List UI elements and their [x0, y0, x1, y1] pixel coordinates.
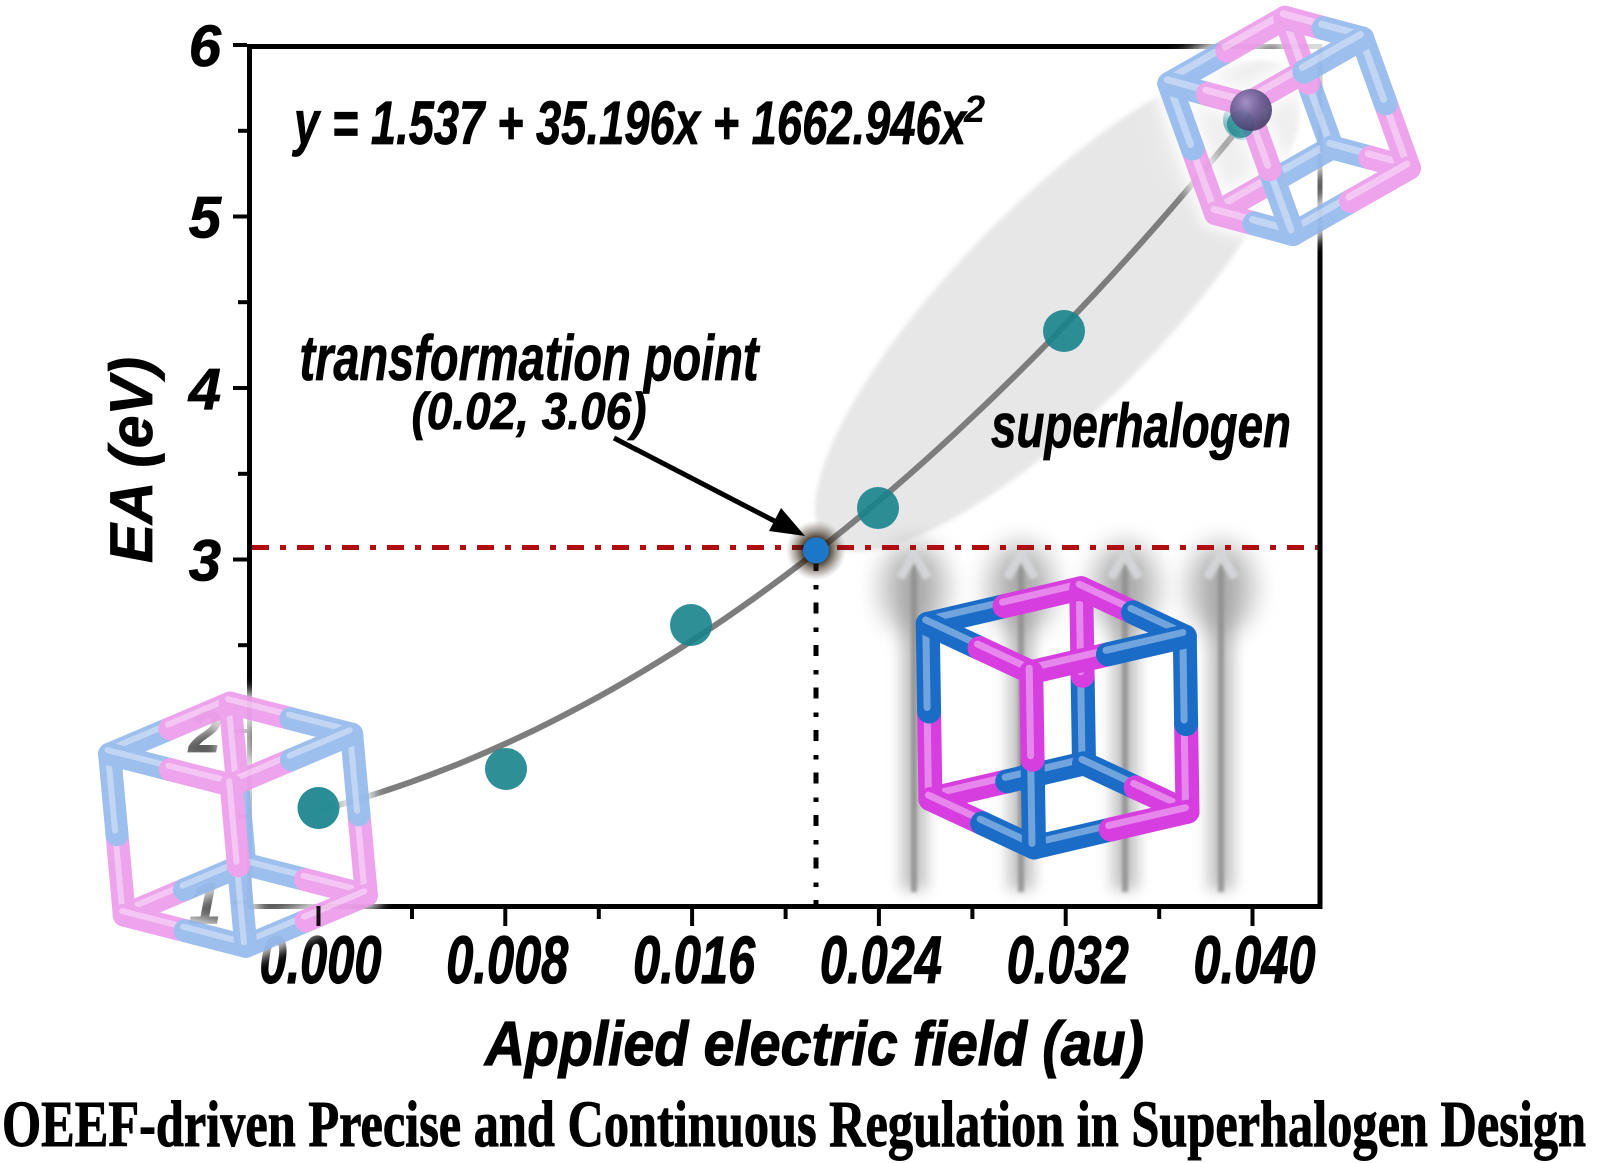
- svg-text:4: 4: [188, 357, 221, 422]
- svg-text:transformation point: transformation point: [300, 322, 761, 394]
- svg-text:(0.02, 3.06): (0.02, 3.06): [412, 383, 647, 441]
- svg-text:6: 6: [189, 14, 222, 79]
- svg-text:3: 3: [189, 529, 221, 594]
- svg-text:0.008: 0.008: [446, 923, 569, 998]
- svg-text:0.032: 0.032: [1007, 923, 1129, 998]
- svg-text:OEEF-driven Precise and Contin: OEEF-driven Precise and Continuous Regul…: [2, 1088, 1586, 1161]
- svg-text:5: 5: [189, 186, 222, 251]
- svg-text:0.016: 0.016: [633, 923, 756, 998]
- svg-text:2: 2: [963, 89, 985, 131]
- svg-text:0.040: 0.040: [1194, 923, 1316, 998]
- svg-text:0.024: 0.024: [820, 923, 942, 998]
- svg-text:y = 1.537 + 35.196x + 1662.946: y = 1.537 + 35.196x + 1662.946x: [292, 89, 968, 157]
- svg-text:Applied electric field (au): Applied electric field (au): [483, 1010, 1144, 1079]
- svg-text:EA (eV): EA (eV): [98, 357, 165, 563]
- svg-text:superhalogen: superhalogen: [991, 392, 1291, 461]
